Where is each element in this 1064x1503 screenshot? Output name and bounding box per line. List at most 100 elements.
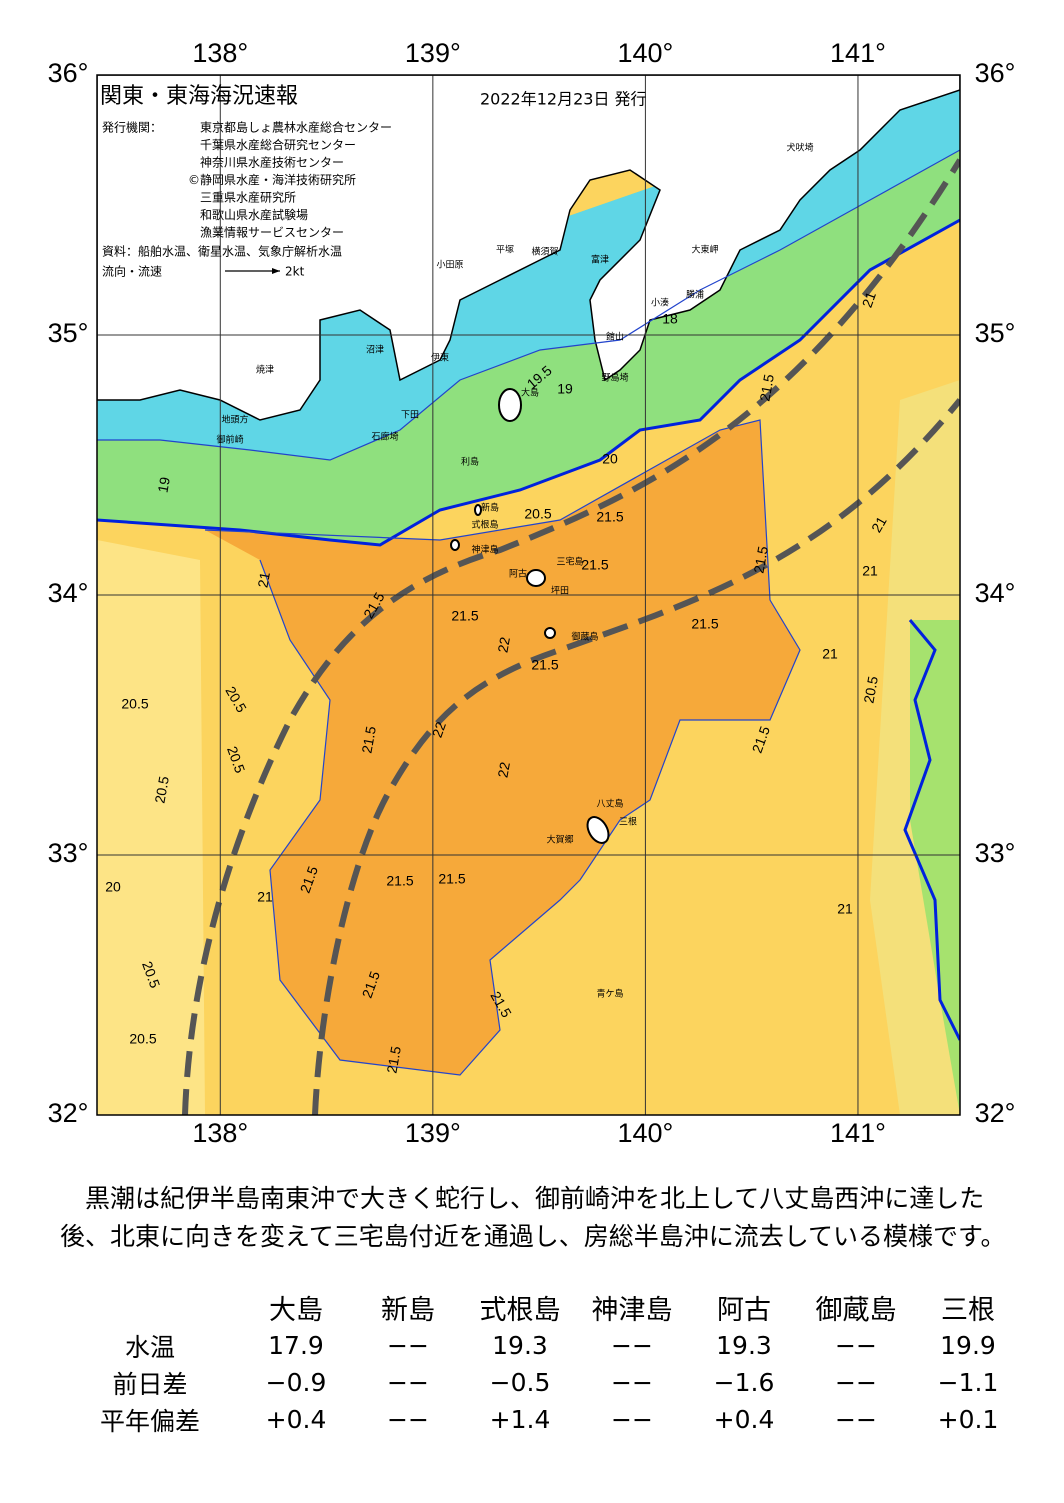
contour-label: 20.5: [860, 675, 881, 705]
island: [450, 539, 460, 551]
place-name: 御前崎: [216, 434, 243, 446]
contour-label: 21: [837, 901, 853, 917]
sea-warmest: [205, 420, 800, 1075]
contour-label: 21.5: [581, 557, 608, 573]
place-name: 地頭方: [221, 414, 248, 426]
place-name: 御蔵島: [571, 631, 598, 643]
contour-label: 21.5: [756, 373, 777, 403]
flow-scale-arrowhead: [272, 268, 280, 274]
island: [544, 627, 556, 639]
place-name: 阿古: [509, 568, 527, 580]
temperature-table: 大島 新島 式根島 神津島 阿古 御蔵島 三根 水温 17.9 −− 19.3 −− 19.3 −− 19…: [60, 1288, 1024, 1438]
place-name: 三宅島: [556, 556, 583, 568]
issuer-label: 発行機関：: [102, 120, 162, 135]
contour-label: 20.5: [129, 1031, 156, 1047]
contour-label: 21.5: [531, 657, 558, 673]
kuroshio-axis: [312, 398, 960, 1115]
contour-label: 21.5: [691, 616, 718, 632]
lon-label: 138°: [192, 38, 248, 68]
cell: −−: [611, 1405, 653, 1434]
lat-label: 35°: [48, 318, 89, 348]
place-name: 神津島: [471, 544, 498, 556]
cell: −−: [387, 1368, 429, 1397]
lat-label: 33°: [975, 838, 1016, 868]
lon-label: 138°: [192, 1118, 248, 1148]
island: [586, 816, 610, 844]
place-name: 八丈島: [596, 798, 623, 810]
contour-label: 20.5: [151, 775, 172, 805]
issuer: 三重県水産研究所: [200, 190, 296, 205]
kuroshio-axis: [182, 158, 960, 1115]
flow-label: 流向・流速: [102, 264, 162, 279]
column-header: 三根: [941, 1295, 995, 1326]
contour-label: 18: [662, 311, 678, 327]
axis-labels: 138° 138° 139° 139° 140° 140° 141° 141° 32° 32° 33…: [48, 38, 1016, 1148]
place-name: 横須賀: [531, 246, 558, 258]
contour-label: 21: [254, 571, 272, 589]
place-name: 三根: [619, 816, 637, 828]
place-name: 伊東: [431, 352, 449, 364]
contour-label: 21.5: [451, 608, 478, 624]
lon-label: 141°: [830, 38, 886, 68]
lon-label: 140°: [617, 1118, 673, 1148]
contour-line: [903, 619, 960, 1041]
land: [97, 75, 960, 421]
contour-label: 20: [602, 451, 618, 467]
cell: 17.9: [268, 1331, 324, 1360]
place-name: 小湊: [651, 297, 669, 309]
column-header: 阿古: [717, 1295, 771, 1326]
place-name: 富津: [591, 254, 609, 266]
contour-label: 19: [154, 476, 172, 494]
lon-label: 139°: [405, 38, 461, 68]
contour-label: 20.5: [524, 506, 551, 522]
place-name: 館山: [606, 331, 624, 343]
place-name: 焼津: [256, 365, 274, 376]
cell: +0.4: [713, 1405, 775, 1434]
issuer: 和歌山県水産試験場: [200, 207, 308, 222]
place-name: 犬吠埼: [786, 142, 813, 154]
place-name: 野島埼: [601, 372, 628, 384]
column-header: 大島: [269, 1295, 323, 1326]
issuer: 東京都島しょ農林水産総合センター: [200, 120, 392, 135]
cell: −0.9: [265, 1368, 327, 1397]
lat-label: 32°: [48, 1098, 89, 1128]
lon-label: 141°: [830, 1118, 886, 1148]
column-header: 御蔵島: [815, 1295, 897, 1326]
lat-label: 32°: [975, 1098, 1016, 1128]
place-name: 平塚: [496, 245, 514, 256]
cell: −0.5: [489, 1368, 551, 1397]
row-label: 平年偏差: [99, 1406, 200, 1436]
lat-label: 33°: [48, 838, 89, 868]
place-name: 小田原: [436, 260, 463, 271]
cell: +1.4: [489, 1405, 551, 1434]
lat-label: 34°: [48, 578, 89, 608]
lat-label: 36°: [48, 58, 89, 88]
contour-label: 22: [429, 719, 449, 739]
issuer: ©静岡県水産・海洋技術研究所: [188, 172, 356, 187]
island: [526, 569, 546, 587]
cell: −−: [611, 1368, 653, 1397]
contour-label: 21.5: [596, 509, 623, 525]
island: [498, 388, 522, 422]
contour-label: 21: [822, 646, 838, 662]
row-label: 水温: [124, 1332, 175, 1362]
grid: [97, 75, 960, 1115]
corner: [60, 1288, 240, 1327]
table-row: 前日差 −0.9 −− −0.5 −− −1.6 −− −1.1: [60, 1364, 1024, 1401]
lat-label: 34°: [975, 578, 1016, 608]
island: [474, 504, 482, 516]
place-name: 沼津: [366, 345, 384, 356]
contour-label: 21.5: [438, 871, 465, 887]
table-row: 水温 17.9 −− 19.3 −− 19.3 −− 19.9: [60, 1327, 1024, 1364]
cell: −1.1: [937, 1368, 999, 1397]
contour-label: 19: [557, 381, 573, 397]
map-frame: [96, 74, 961, 1116]
sources: 資料：船舶水温、衛星水温、気象庁解析水温: [102, 244, 342, 259]
contour-label: 21: [868, 513, 890, 535]
contour-line: [204, 419, 801, 1076]
title: 関東・東海海況速報: [100, 84, 298, 109]
cell: −−: [835, 1405, 877, 1434]
contour-label: 21.5: [358, 725, 379, 755]
